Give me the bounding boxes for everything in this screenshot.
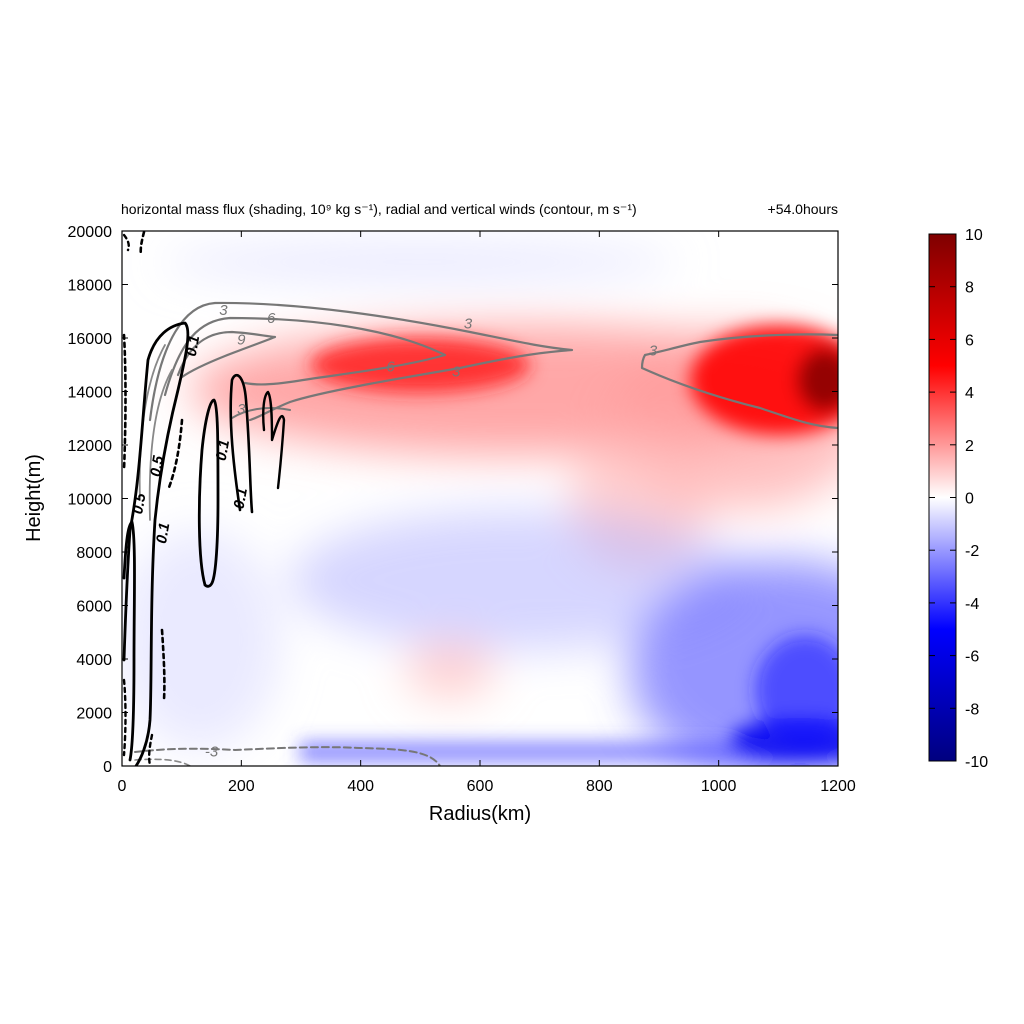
contour-label: 6 [267, 310, 276, 327]
x-tick-label: 800 [586, 778, 613, 795]
x-tick-label: 1200 [820, 778, 856, 795]
y-tick-label: 16000 [68, 331, 113, 348]
colorbar-tick-label: -6 [965, 649, 979, 666]
x-tick-label: 200 [228, 778, 255, 795]
contour-label: 0.1 [213, 439, 233, 462]
contour-w-neg-7 [147, 733, 154, 766]
contour-label: 3 [237, 401, 246, 418]
contour-w-0.5 [122, 520, 136, 762]
y-tick-label: 2000 [76, 706, 112, 723]
contour-w-neg-1 [122, 333, 127, 472]
y-axis: 0 2000 4000 6000 8000 10000 12000 14000 16000 180… [68, 224, 838, 776]
shade-mid-blue [290, 510, 750, 650]
contour-label: 0.5 [129, 491, 149, 515]
colorbar-tick-label: -10 [965, 754, 988, 771]
contour-w-0.1-small [262, 390, 286, 490]
contour-label: 9 [237, 332, 246, 349]
y-tick-label: 8000 [76, 545, 112, 562]
shading-layer [122, 246, 838, 766]
shade-top-light-blue [160, 246, 680, 278]
y-tick-label: 18000 [68, 278, 113, 295]
contour-radial-6 [163, 316, 447, 397]
contour-label: 3 [452, 364, 461, 381]
shade-lower-inflow-max [755, 635, 838, 745]
contour-w-neg-5 [122, 233, 130, 252]
contour-radial-3-inner [231, 407, 291, 419]
colorbar-tick-label: 10 [965, 227, 983, 244]
contour-radial-3-outer [148, 301, 574, 422]
contour-radial-3-right [640, 333, 838, 430]
contour-w-neg-3 [160, 628, 166, 702]
x-tick-label: 0 [118, 778, 127, 795]
y-tick-label: 12000 [68, 438, 113, 455]
x-axis-title: Radius(km) [429, 803, 531, 825]
contour-label: -3 [205, 744, 219, 761]
contour-w-neg-2 [166, 418, 184, 492]
colorbar-tick-label: 8 [965, 280, 974, 297]
x-tick-label: 400 [347, 778, 374, 795]
contour-label: 0.5 [147, 454, 167, 478]
colorbar-tick-label: -8 [965, 701, 979, 718]
colorbar-tick-label: 4 [965, 385, 974, 402]
x-axis: 0 200 400 600 800 1000 1200 [118, 231, 856, 795]
contour-gray-core-2 [148, 369, 173, 521]
y-tick-label: 10000 [68, 492, 113, 509]
x-tick-label: 600 [467, 778, 494, 795]
contour-w-neg-6 [122, 678, 127, 757]
colorbar-tick-label: 6 [965, 332, 974, 349]
contour-label: 6 [386, 358, 395, 375]
y-tick-label: 6000 [76, 599, 112, 616]
colorbar-tick-label: 0 [965, 491, 974, 508]
shade-low-red-patch [405, 642, 495, 698]
y-tick-label: 14000 [68, 385, 113, 402]
contour-label: 3 [219, 302, 228, 319]
colorbar-tick-label: -4 [965, 596, 979, 613]
contour-layer [122, 231, 838, 766]
contour-label: 3 [464, 316, 473, 333]
time-label: +54.0hours [768, 201, 838, 217]
y-tick-label: 0 [103, 759, 112, 776]
colorbar-tick-label: -2 [965, 543, 979, 560]
contour-label: 3 [649, 342, 658, 359]
contour-radial-neg3 [134, 746, 441, 766]
contour-radial-9 [176, 330, 277, 379]
shade-core-light-blue [122, 530, 280, 750]
shade-outer-outflow [690, 325, 838, 435]
contour-w-neg-4 [139, 231, 146, 257]
contour-label: 0.1 [183, 334, 203, 357]
contour-w-0.1-right [229, 374, 254, 514]
x-tick-label: 1000 [701, 778, 737, 795]
colorbar-tick-label: 2 [965, 438, 974, 455]
chart-title: horizontal mass flux (shading, 10⁹ kg s⁻… [121, 201, 637, 217]
colorbar-ticks: 10 8 6 4 2 0 -2 -4 -6 -8 -10 [929, 227, 988, 771]
contour-label: 0.1 [231, 487, 251, 510]
y-tick-label: 20000 [68, 224, 113, 241]
y-tick-label: 4000 [76, 652, 112, 669]
contour-label: 0.1 [153, 521, 173, 544]
y-axis-title: Height(m) [23, 454, 45, 542]
shade-boundary-inflow [300, 742, 838, 762]
contour-w-0.1-plume [197, 398, 220, 588]
shade-outer-outflow-max [797, 348, 838, 412]
shade-outflow-core [310, 337, 530, 393]
